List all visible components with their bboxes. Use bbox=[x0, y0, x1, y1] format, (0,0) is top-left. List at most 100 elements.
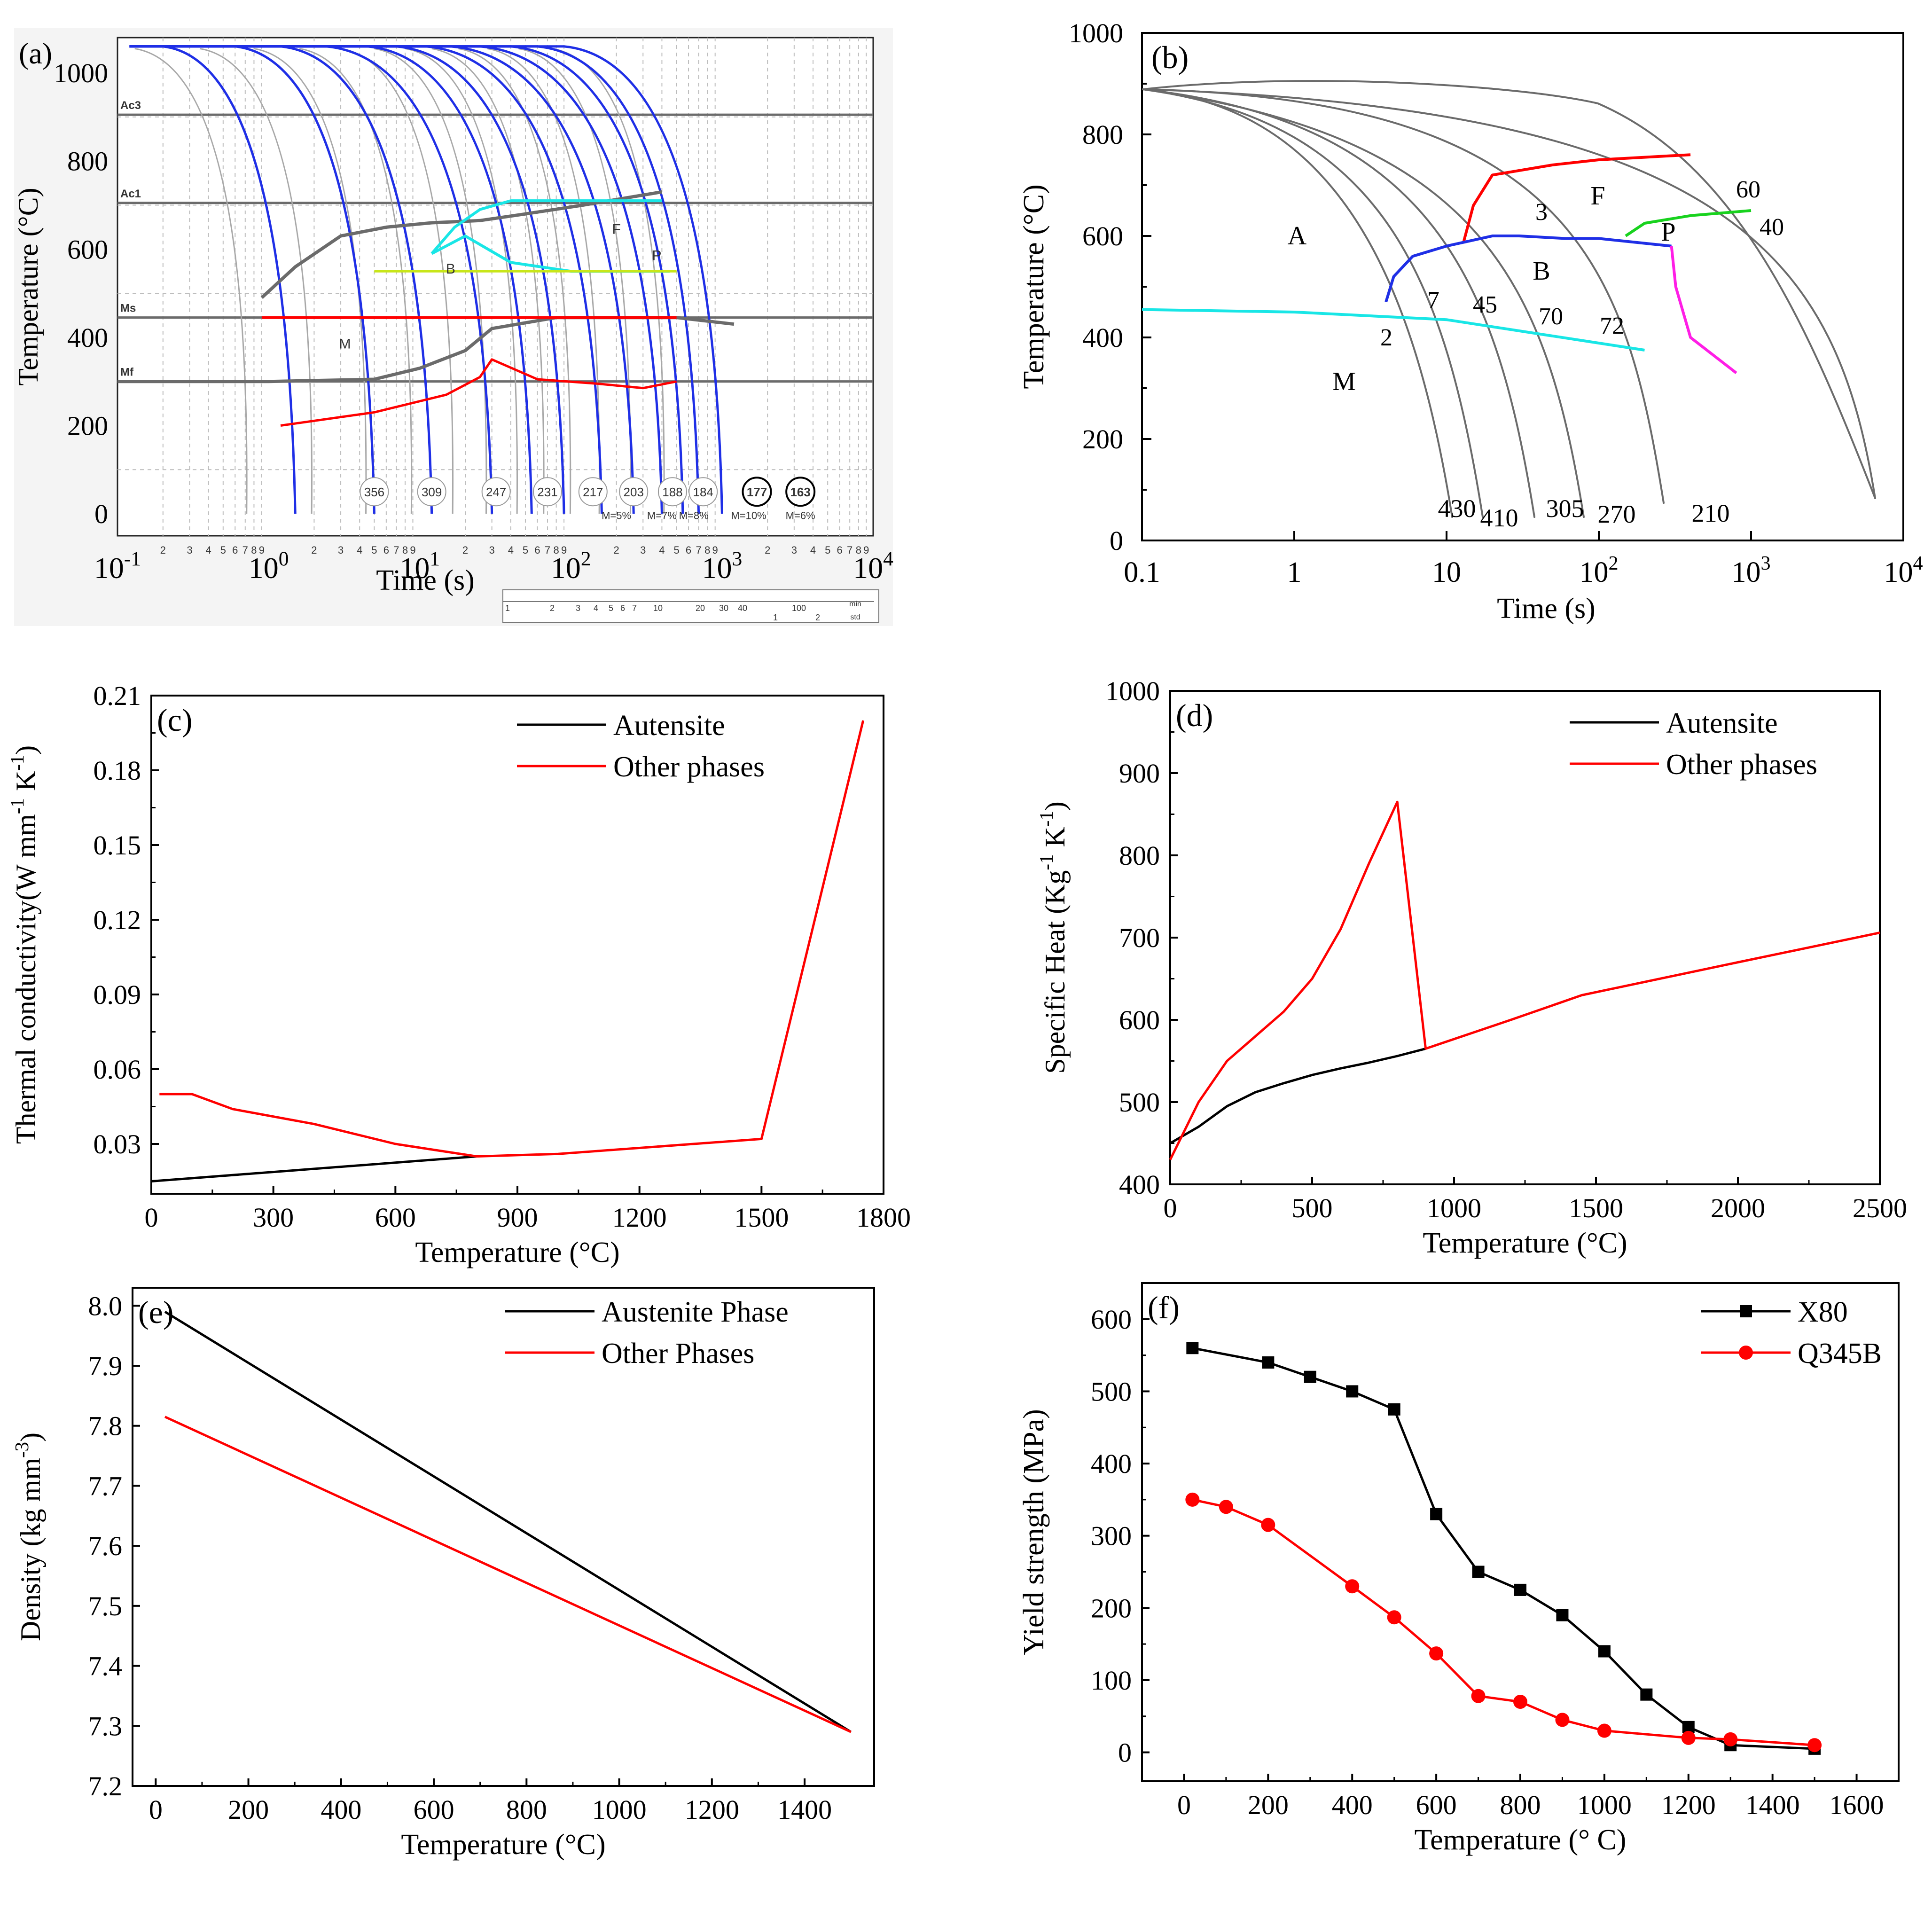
panel-label: (e) bbox=[138, 1294, 173, 1330]
x-tick-label: 103 bbox=[1731, 552, 1770, 588]
panel-label: (f) bbox=[1148, 1290, 1180, 1325]
x-tick-label-base: 10 bbox=[94, 551, 124, 585]
data-point-square bbox=[1640, 1688, 1653, 1701]
gray-cooling-curve bbox=[1142, 88, 1484, 518]
phase-percent-label: 60 bbox=[1736, 176, 1760, 203]
minor-decade-label: 9 bbox=[863, 544, 869, 556]
series-line-other-phases bbox=[1169, 800, 1880, 1160]
x-tick-label: 400 bbox=[321, 1794, 361, 1825]
x-tick-label-base: 10 bbox=[1579, 556, 1608, 588]
y-tick-label: 0 bbox=[94, 499, 108, 529]
hardness-circle bbox=[742, 477, 772, 507]
minor-decade-label: 3 bbox=[489, 544, 495, 556]
gray-cooling-curve bbox=[487, 47, 600, 514]
hardness-label: 410 bbox=[1480, 504, 1518, 532]
secondary-axis-tick: 100 bbox=[792, 603, 806, 613]
legend-label: Other phases bbox=[613, 751, 765, 783]
y-axis-title-part-0: Specific Heat (Kg bbox=[1040, 870, 1071, 1074]
hardness-label: 305 bbox=[1546, 494, 1584, 523]
y-axis-title-part-0: Thermal conductivity(W mm bbox=[10, 814, 41, 1144]
reference-line-label: Ac1 bbox=[120, 188, 141, 200]
y-tick-label: 800 bbox=[1119, 840, 1160, 871]
phase-percent-label: 70 bbox=[1539, 303, 1563, 330]
minor-decade-label: 3 bbox=[791, 544, 797, 556]
x-tick-label: 300 bbox=[253, 1202, 294, 1233]
transformation-curve bbox=[1463, 153, 1691, 242]
hardness-label: 177 bbox=[747, 485, 767, 499]
transformation-curve bbox=[1384, 235, 1672, 303]
minor-decade-label: 7 bbox=[242, 544, 248, 556]
panel-c-chart: 0 300 600 900 1200 1500 1800 0.03 0.06 0.09 0.12 0.… bbox=[7, 681, 911, 1268]
x-tick-label: 104 bbox=[1884, 552, 1923, 588]
transformation-curve bbox=[1625, 209, 1752, 237]
transformation-curve bbox=[430, 199, 662, 255]
data-point-square bbox=[1514, 1583, 1526, 1596]
x-tick-label: 100 bbox=[249, 548, 289, 585]
y-tick-label: 7.6 bbox=[88, 1531, 123, 1561]
x-tick-label: 1000 bbox=[1427, 1193, 1481, 1223]
y-tick-label: 200 bbox=[67, 410, 108, 441]
panel-e-chart: 0 200 400 600 800 1000 1200 1400 7.2 7.3 7.4 7.5 7.6… bbox=[11, 1287, 875, 1861]
x-tick-label-exponent: 0 bbox=[279, 548, 289, 570]
x-tick-label: 600 bbox=[375, 1202, 416, 1233]
x-tick-label-exponent: 4 bbox=[883, 548, 893, 570]
gray-cooling-curve bbox=[134, 47, 248, 514]
legend-label: Autensite bbox=[1666, 707, 1778, 739]
hardness-circle bbox=[619, 477, 649, 507]
secondary-axis-tick: 7 bbox=[632, 603, 637, 613]
minor-decade-label: 9 bbox=[712, 544, 718, 556]
series-line-autensite bbox=[151, 1155, 477, 1182]
data-point-square bbox=[1472, 1566, 1485, 1578]
y-axis-title-part-4: ) bbox=[10, 745, 41, 755]
panel-label: (b) bbox=[1151, 39, 1189, 75]
data-point-circle bbox=[1723, 1732, 1738, 1746]
y-tick-label: 300 bbox=[1091, 1521, 1132, 1551]
y-tick-label: 0 bbox=[1118, 1738, 1132, 1768]
minor-decade-label: 7 bbox=[696, 544, 701, 556]
x-tick-label: 2500 bbox=[1853, 1193, 1907, 1223]
data-point-circle bbox=[1597, 1723, 1611, 1738]
x-tick-label: 104 bbox=[853, 548, 893, 585]
x-tick-label: 0.1 bbox=[1124, 556, 1160, 588]
x-tick-label-exponent: 1 bbox=[430, 548, 440, 570]
gray-cooling-curve bbox=[199, 47, 313, 514]
x-tick-label: 1200 bbox=[1661, 1790, 1716, 1820]
data-point-circle bbox=[1261, 1518, 1275, 1532]
x-tick-label: 1800 bbox=[856, 1202, 911, 1233]
panel-f-chart: 0 200 400 600 800 1000 1200 1400 1600 0 100 200 300 4… bbox=[1018, 1282, 1900, 1856]
hardness-label: 163 bbox=[790, 485, 810, 499]
x-tick-label: 0 bbox=[149, 1794, 163, 1825]
y-axis-title-part-1: -1 bbox=[7, 798, 28, 814]
hardness-circle bbox=[360, 477, 389, 507]
secondary-axis-tick: 5 bbox=[609, 603, 613, 613]
panel-label: (c) bbox=[157, 702, 192, 738]
x-tick-label: 1400 bbox=[777, 1794, 832, 1825]
minor-decade-label: 7 bbox=[545, 544, 550, 556]
hardness-label: 231 bbox=[537, 485, 557, 499]
minor-decade-label: 7 bbox=[393, 544, 399, 556]
secondary-axis-tick: 2 bbox=[550, 603, 555, 613]
x-tick-label: 0 bbox=[1177, 1790, 1191, 1820]
y-tick-label: 800 bbox=[1082, 119, 1123, 150]
x-axis-title: Temperature (°C) bbox=[401, 1829, 605, 1861]
secondary-axis-unit: min bbox=[849, 600, 861, 608]
hardness-circle bbox=[417, 477, 446, 507]
series-line-austenite-phase bbox=[164, 1310, 852, 1733]
legend-label: Austenite Phase bbox=[602, 1296, 789, 1328]
data-point-circle bbox=[1345, 1579, 1360, 1594]
secondary-axis-tick: 30 bbox=[719, 603, 728, 613]
panel-d-chart: 0 500 1000 1500 2000 2500 400 500 600 700 800 900 10… bbox=[1036, 676, 1907, 1259]
region-label: F bbox=[1590, 181, 1605, 211]
transformation-curve bbox=[1142, 308, 1645, 352]
x-tick-label: 0 bbox=[145, 1202, 158, 1233]
data-point-circle bbox=[1185, 1492, 1200, 1507]
blue-cooling-curve bbox=[129, 45, 603, 514]
phase-percent-label: 2 bbox=[1380, 324, 1392, 351]
y-axis-title-part-4: ) bbox=[1040, 801, 1071, 811]
y-tick-label: 500 bbox=[1119, 1087, 1160, 1118]
y-tick-label: 7.2 bbox=[88, 1771, 123, 1801]
minor-decade-label: 8 bbox=[402, 544, 408, 556]
y-tick-label: 0.06 bbox=[94, 1054, 141, 1085]
hardness-label: 356 bbox=[364, 485, 384, 499]
